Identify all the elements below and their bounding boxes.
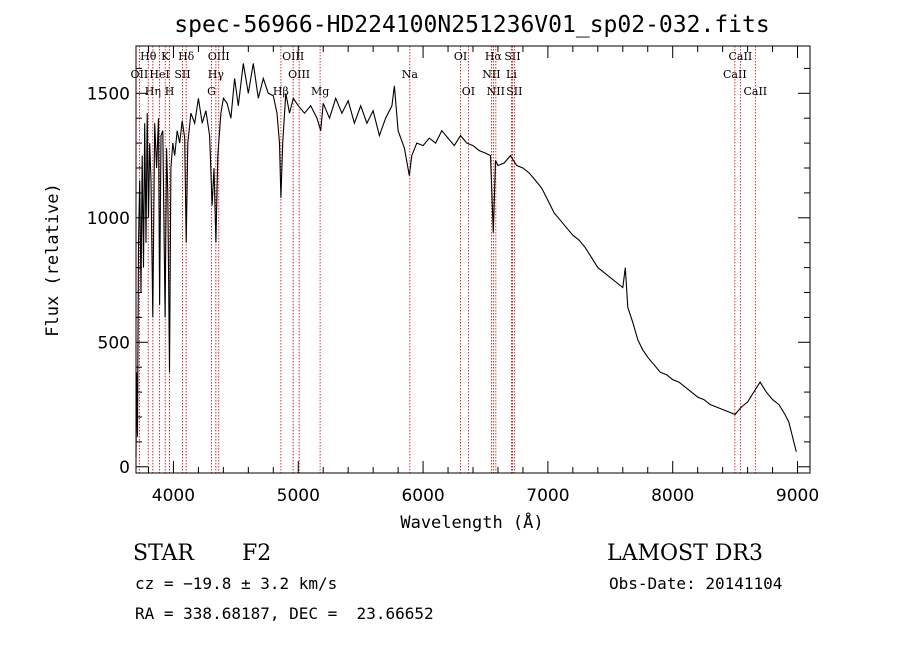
line-marker-label: OIII (288, 68, 310, 81)
x-tick-label: 9000 (776, 486, 819, 506)
line-marker-label: Hη (145, 85, 161, 98)
y-tick-label: 0 (119, 458, 130, 478)
line-marker-label: CaII (723, 68, 747, 81)
y-axis-label: Flux (relative) (43, 183, 63, 337)
line-marker-label: SII (504, 50, 520, 63)
line-marker-label: OI (462, 85, 475, 98)
flux-series-line (135, 63, 797, 457)
x-axis-label: Wavelength (Å) (400, 511, 543, 533)
line-marker-label: Li (506, 68, 517, 81)
x-tick-label: 4000 (152, 486, 195, 506)
line-marker-label: Hγ (208, 68, 225, 81)
survey-name: LAMOST DR3 (607, 541, 763, 566)
redshift-cz: cz = −19.8 ± 3.2 km/s (135, 574, 338, 593)
line-marker-label: SII (174, 68, 190, 81)
line-marker-label: H (165, 85, 175, 98)
line-marker-label: NII (487, 85, 505, 98)
line-marker-label: G (207, 85, 216, 98)
y-tick-label: 1500 (87, 84, 130, 104)
line-marker-label: OIII (282, 50, 304, 63)
x-tick-label: 6000 (401, 486, 444, 506)
x-tick-label: 8000 (651, 486, 694, 506)
obs-date: Obs-Date: 20141104 (609, 574, 783, 593)
x-tick-label: 5000 (277, 486, 320, 506)
chart-title: spec-56966-HD224100N251236V01_sp02-032.f… (174, 12, 769, 38)
line-marker-label: Na (402, 68, 419, 81)
spectrum-plot: spec-56966-HD224100N251236V01_sp02-032.f… (43, 12, 819, 533)
line-marker-label: SII (506, 85, 522, 98)
plot-frame (135, 45, 811, 474)
object-class: STAR (133, 541, 194, 566)
x-axis: 4000 5000 6000 7000 8000 9000 (147, 46, 819, 506)
line-marker-label: OIII (208, 50, 230, 63)
y-tick-label: 500 (98, 333, 130, 353)
ra-dec: RA = 338.68187, DEC = 23.66652 (135, 604, 434, 623)
line-marker-label: OII (131, 68, 149, 81)
y-tick-label: 1000 (87, 209, 130, 229)
y-axis: 0 500 1000 1500 (87, 67, 810, 478)
line-marker-label: HeI (149, 68, 169, 81)
line-marker-label: NII (482, 68, 500, 81)
line-marker-label: OI (454, 50, 467, 63)
line-marker-label: Hβ (273, 85, 289, 98)
line-marker-label: CaII (729, 50, 753, 63)
line-marker-label: CaII (743, 85, 767, 98)
x-tick-label: 7000 (526, 486, 569, 506)
line-marker-label: K (161, 50, 170, 63)
line-marker-label: Hδ (178, 50, 195, 63)
line-marker-label: Hα (485, 50, 503, 63)
line-marker-label: Mg (311, 85, 329, 98)
object-subclass: F2 (242, 541, 272, 566)
